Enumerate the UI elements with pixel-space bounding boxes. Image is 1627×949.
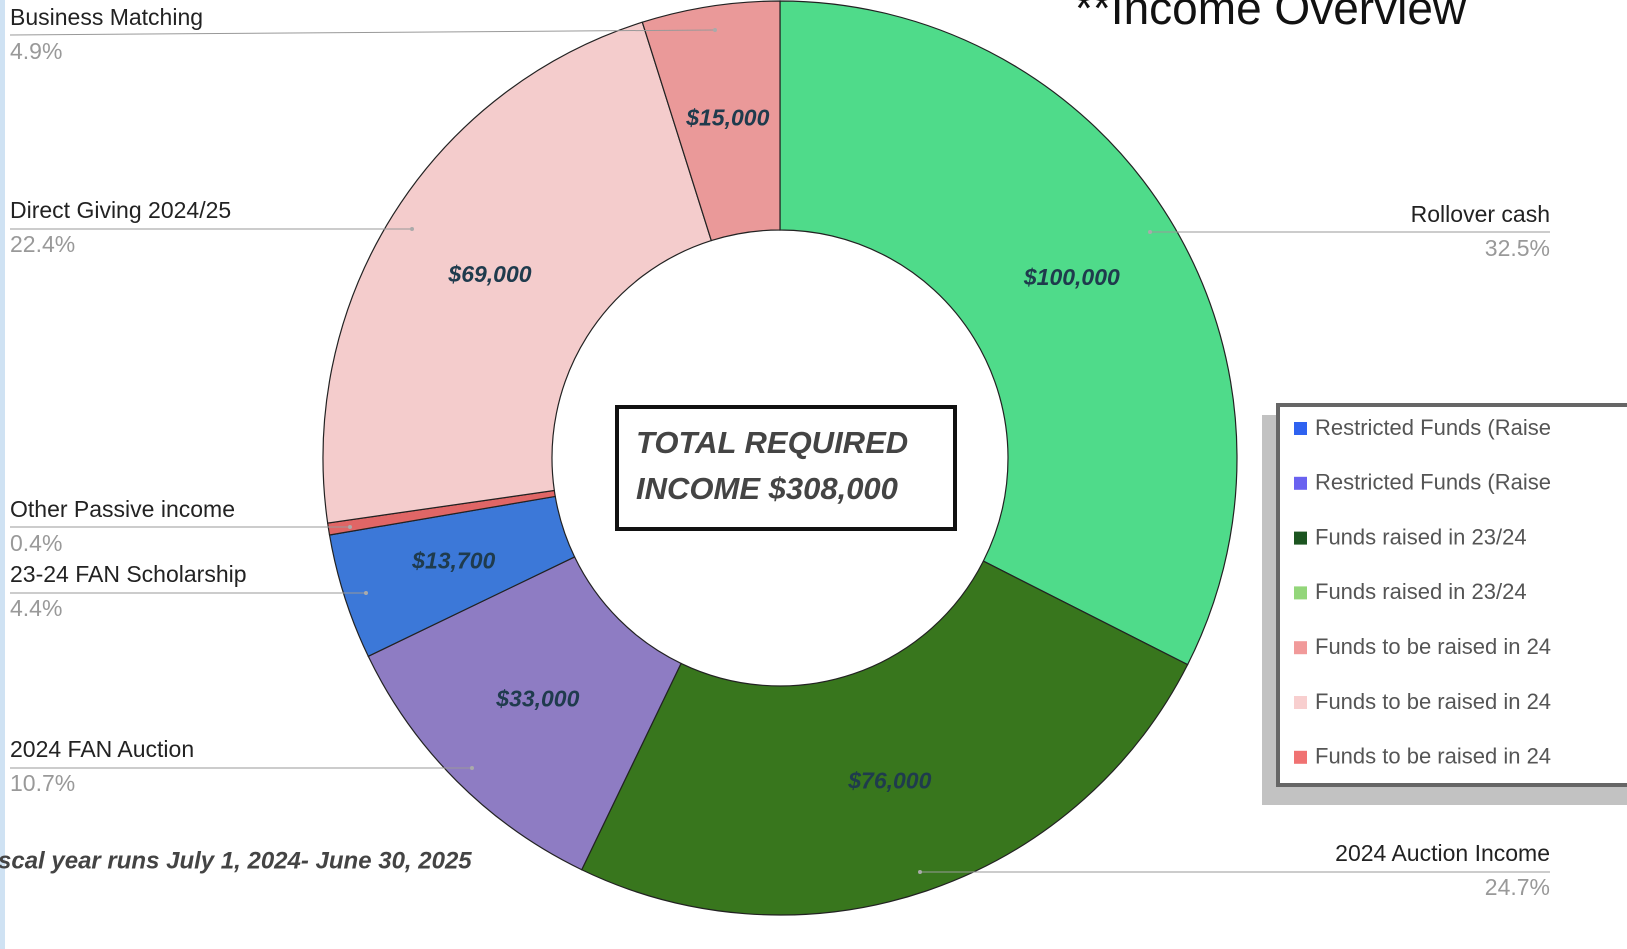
leader-dot [364, 591, 368, 595]
leader-dot [348, 525, 352, 529]
percent-label: 0.4% [10, 530, 62, 556]
center-text: TOTAL REQUIRED [636, 425, 908, 460]
leader-dot [470, 766, 474, 770]
category-label: 2024 Auction Income [1335, 840, 1550, 866]
chart-title: **Income Overview [1075, 0, 1467, 34]
percent-label: 4.9% [10, 38, 62, 64]
percent-label: 4.4% [10, 595, 62, 621]
category-label: 23-24 FAN Scholarship [10, 561, 247, 587]
leader-dot [918, 870, 922, 874]
edge-bar [0, 0, 5, 949]
percent-label: 24.7% [1485, 874, 1550, 900]
legend-label: Funds to be raised in 24 [1315, 744, 1551, 769]
legend-label: Funds raised in 23/24 [1315, 579, 1527, 604]
category-label: Direct Giving 2024/25 [10, 197, 231, 223]
donut-slice [580, 560, 1189, 916]
percent-label: 32.5% [1485, 235, 1550, 261]
legend-label: Funds to be raised in 24 [1315, 689, 1551, 714]
leader-dot [410, 227, 414, 231]
percent-label: 10.7% [10, 770, 75, 796]
center-box [615, 405, 957, 531]
center-text: INCOME $308,000 [636, 471, 898, 506]
legend-swatch [1294, 586, 1307, 600]
value-label: $15,000 [685, 105, 769, 131]
legend-label: Funds raised in 23/24 [1315, 524, 1527, 549]
value-label: $100,000 [1023, 264, 1120, 290]
value-label: $33,000 [495, 685, 579, 711]
donut-slice [367, 556, 682, 871]
value-label: $69,000 [447, 261, 531, 287]
donut-slice [322, 21, 713, 524]
category-label: Rollover cash [1411, 201, 1550, 227]
legend-swatch [1294, 641, 1307, 655]
legend-swatch [1294, 750, 1307, 764]
donut-slice [641, 0, 781, 242]
footnote: scal year runs July 1, 2024- June 30, 20… [0, 847, 472, 874]
leader-dot [713, 28, 717, 32]
legend-label: Restricted Funds (Raise [1315, 470, 1551, 495]
legend-swatch [1294, 476, 1307, 490]
legend-label: Restricted Funds (Raise [1315, 415, 1551, 440]
legend-swatch [1294, 531, 1307, 545]
category-label: 2024 FAN Auction [10, 736, 194, 762]
value-label: $76,000 [847, 767, 931, 793]
value-label: $13,700 [411, 547, 495, 573]
legend-swatch [1294, 422, 1307, 435]
percent-label: 22.4% [10, 231, 75, 257]
leader-line [9, 29, 716, 36]
category-label: Business Matching [10, 4, 203, 30]
category-label: Other Passive income [10, 496, 235, 522]
leader-dot [1148, 230, 1152, 234]
legend-box [1276, 403, 1627, 787]
legend-swatch [1294, 696, 1307, 709]
donut-slice [779, 0, 1238, 666]
legend-label: Funds to be raised in 24 [1315, 634, 1551, 659]
